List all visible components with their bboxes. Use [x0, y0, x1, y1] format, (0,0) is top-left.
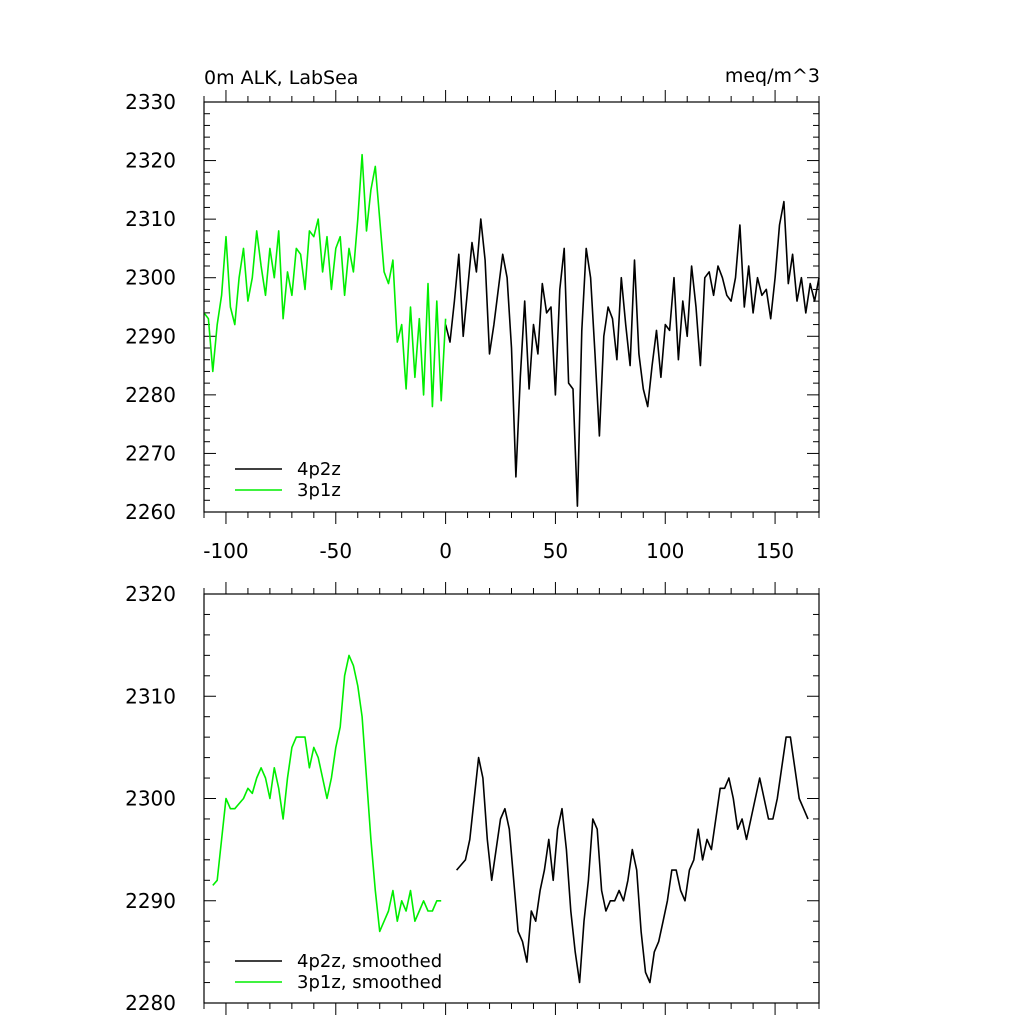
y-tick-label: 2300: [125, 266, 176, 290]
series-line-3p1z-smoothed: [212, 654, 442, 933]
y-tick-label: 2290: [125, 889, 176, 913]
bottom-panel-frame: [203, 593, 820, 1004]
legend-label-3p1z-smoothed: 3p1z, smoothed: [297, 972, 442, 993]
top-panel: 0m ALK, LabSea meq/m^3 2260 2270 2280 22…: [125, 65, 820, 563]
top-panel-units: meq/m^3: [725, 65, 820, 87]
y-tick-label: 2320: [125, 582, 176, 606]
bottom-panel-y-tick-labels: 2280 2290 2300 2310 2320: [125, 582, 176, 1015]
y-tick-label: 2320: [125, 149, 176, 173]
x-tick-label: 50: [543, 539, 568, 563]
x-tick-label: 0: [439, 539, 452, 563]
x-tick-label: 100: [646, 539, 684, 563]
y-tick-label: 2300: [125, 787, 176, 811]
y-tick-label: 2330: [125, 90, 176, 114]
legend-label-4p2z: 4p2z: [297, 459, 341, 480]
bottom-panel-ticks: [203, 582, 820, 1015]
top-panel-frame: [203, 101, 820, 513]
y-tick-label: 2290: [125, 324, 176, 348]
y-tick-label: 2310: [125, 207, 176, 231]
series-line-4p2z: [444, 200, 820, 507]
series-line-4p2z-smoothed: [455, 736, 809, 984]
y-tick-label: 2310: [125, 684, 176, 708]
series-line-3p1z: [203, 153, 447, 408]
legend-label-3p1z: 3p1z: [297, 480, 341, 501]
y-tick-label: 2270: [125, 441, 176, 465]
legend-label-4p2z-smoothed: 4p2z, smoothed: [297, 951, 442, 972]
x-tick-label: 150: [756, 539, 794, 563]
top-panel-title: 0m ALK, LabSea: [204, 67, 358, 89]
y-tick-label: 2280: [125, 991, 176, 1015]
top-panel-legend: 4p2z 3p1z: [235, 459, 341, 501]
x-tick-label: -50: [319, 539, 352, 563]
y-tick-label: 2280: [125, 383, 176, 407]
top-panel-x-tick-labels: -100 -50 0 50 100 150: [203, 539, 794, 563]
top-panel-y-tick-labels: 2260 2270 2280 2290 2300 2310 2320 2330: [125, 90, 176, 524]
bottom-panel: 2280 2290 2300 2310 2320 4p2z, smoothed …: [125, 582, 820, 1015]
x-tick-label: -100: [203, 539, 248, 563]
top-panel-ticks: [203, 90, 820, 524]
bottom-panel-legend: 4p2z, smoothed 3p1z, smoothed: [235, 951, 442, 993]
y-tick-label: 2260: [125, 500, 176, 524]
